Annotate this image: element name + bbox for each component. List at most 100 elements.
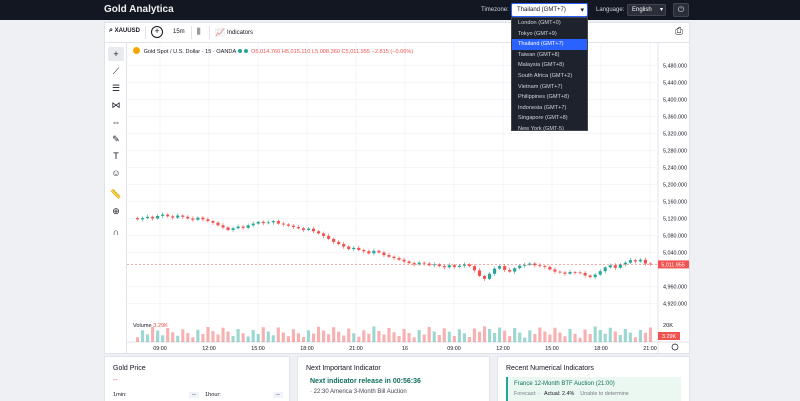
timezone-option[interactable]: London (GMT+0)	[518, 20, 561, 26]
y-tick-label: 5,240.000	[663, 166, 687, 172]
candle	[573, 272, 577, 273]
chevron-down-icon: ▾	[659, 7, 663, 13]
volume-bar	[377, 331, 381, 342]
volume-bar	[151, 327, 155, 342]
recent-indicator-item: France 12-Month BTF Auction (21:00) Fore…	[506, 377, 681, 401]
volume-bar	[171, 332, 175, 342]
timezone-option[interactable]: Singapore (GMT+8)	[518, 115, 568, 122]
fib-tool[interactable]: ☰	[108, 81, 124, 95]
candle	[543, 266, 547, 267]
y-tick-label: 5,400.000	[663, 98, 687, 104]
camera-icon: ⎙	[675, 26, 683, 37]
timezone-option[interactable]: New York (GMT-5)	[518, 125, 565, 132]
trend-line-tool[interactable]: ⟋	[108, 64, 124, 78]
candle	[347, 246, 351, 250]
candle	[538, 265, 542, 267]
timezone-option[interactable]: South Africa (GMT+2)	[518, 72, 573, 79]
screenshot-button[interactable]: ⎙	[675, 26, 683, 37]
y-tick-label: 5,320.000	[663, 132, 687, 138]
volume-bar	[427, 327, 431, 342]
y-tick-label: 5,040.000	[663, 251, 687, 257]
recent-indicators-title: Recent Numerical Indicators	[506, 365, 594, 372]
magnet-icon: ∩	[112, 227, 120, 237]
candle	[151, 216, 155, 219]
candle-type-button[interactable]: ⫼	[197, 27, 201, 37]
volume-bar	[357, 336, 361, 342]
candle	[181, 215, 185, 217]
x-tick-label: 18:00	[594, 346, 608, 352]
gold-1min-label: 1min:	[113, 392, 127, 398]
candle	[613, 265, 617, 268]
volume-bar	[613, 331, 617, 342]
candle	[583, 272, 587, 276]
axis-controls[interactable]	[671, 343, 679, 351]
volume-bar	[618, 335, 622, 342]
candle	[427, 263, 431, 266]
volume-bar	[598, 330, 602, 342]
volume-bar	[186, 333, 190, 342]
gold-price-title: Gold Price	[113, 365, 146, 372]
volume-value: 3.29K	[153, 323, 168, 329]
prediction-tool[interactable]: ⇔	[108, 115, 124, 129]
logout-button[interactable]: ⏻	[673, 3, 689, 17]
candle	[598, 271, 602, 275]
volume-bar	[578, 337, 582, 342]
zoom-tool[interactable]: ⊕	[108, 204, 124, 218]
timezone-option[interactable]: Malaysia (GMT+8)	[518, 62, 565, 69]
candle	[563, 272, 567, 274]
compare-add-button[interactable]: +	[151, 26, 163, 38]
candle	[457, 265, 461, 267]
text-tool[interactable]: T	[108, 149, 124, 163]
measure-tool[interactable]: 📏	[108, 187, 124, 201]
crosshair-icon: +	[113, 49, 119, 59]
candle	[578, 272, 582, 274]
timezone-option[interactable]: Taiwan (GMT+8)	[518, 51, 560, 58]
emoji-tool[interactable]: ☺	[108, 166, 124, 180]
candle	[628, 260, 632, 263]
candle	[196, 217, 200, 220]
timezone-option[interactable]: Indonesia (GMT+7)	[518, 104, 567, 111]
volume-bar	[166, 328, 170, 342]
price-chart[interactable]: 5,480.000 5,440.000 5,400.000 5,360.000 5,32…	[105, 43, 689, 353]
candle	[452, 265, 456, 267]
candle	[311, 228, 316, 232]
brush-icon: ✎	[112, 134, 120, 144]
next-indicator-item: · 22:30 America 3-Month Bill Auction	[310, 389, 407, 395]
candle	[176, 215, 180, 218]
pattern-tool[interactable]: ⋈	[108, 98, 124, 112]
candle	[397, 258, 401, 260]
brush-tool[interactable]: ✎	[108, 132, 124, 146]
y-tick-label: 4,920.000	[663, 302, 687, 308]
y-tick-label: 4,960.000	[663, 285, 687, 291]
volume-bar	[211, 331, 215, 342]
gold-1hour-label: 1hour:	[205, 392, 221, 398]
volume-bar	[568, 329, 572, 342]
timezone-option[interactable]: Vietnam (GMT+7)	[518, 83, 563, 90]
indicators-button[interactable]: 📈 Indicators	[215, 28, 253, 37]
volume-bar	[417, 330, 421, 342]
timezone-select[interactable]: Thailand (GMT+7) ▾	[511, 3, 588, 17]
volume-bar	[493, 333, 497, 342]
volume-bar	[161, 335, 165, 342]
timezone-option[interactable]: Philippines (GMT+8)	[518, 94, 570, 101]
symbol-search-button[interactable]: ⌕ XAUUSD	[109, 27, 140, 35]
x-tick-label: 15:00	[545, 346, 559, 352]
timezone-option[interactable]: Tokyo (GMT+9)	[518, 30, 557, 37]
volume-bar	[638, 330, 642, 342]
market-status-icon	[244, 49, 249, 53]
interval-button[interactable]: 15m	[173, 29, 185, 35]
volume-bar	[437, 335, 441, 342]
candle	[548, 266, 552, 270]
volume-bar	[412, 337, 416, 342]
language-select[interactable]: English ▾	[627, 4, 666, 16]
crosshair-tool[interactable]: +	[108, 47, 124, 61]
candle	[156, 215, 160, 219]
magnet-tool[interactable]: ∩	[108, 225, 124, 239]
candle	[523, 264, 527, 266]
candle	[337, 241, 341, 244]
volume-bar	[231, 336, 235, 342]
volume-scale: 20K 3.29K	[658, 323, 680, 340]
legend-close: C5,011.955	[341, 49, 370, 55]
candle	[387, 255, 391, 257]
timezone-option-selected[interactable]: Thailand (GMT+7)	[512, 39, 587, 50]
